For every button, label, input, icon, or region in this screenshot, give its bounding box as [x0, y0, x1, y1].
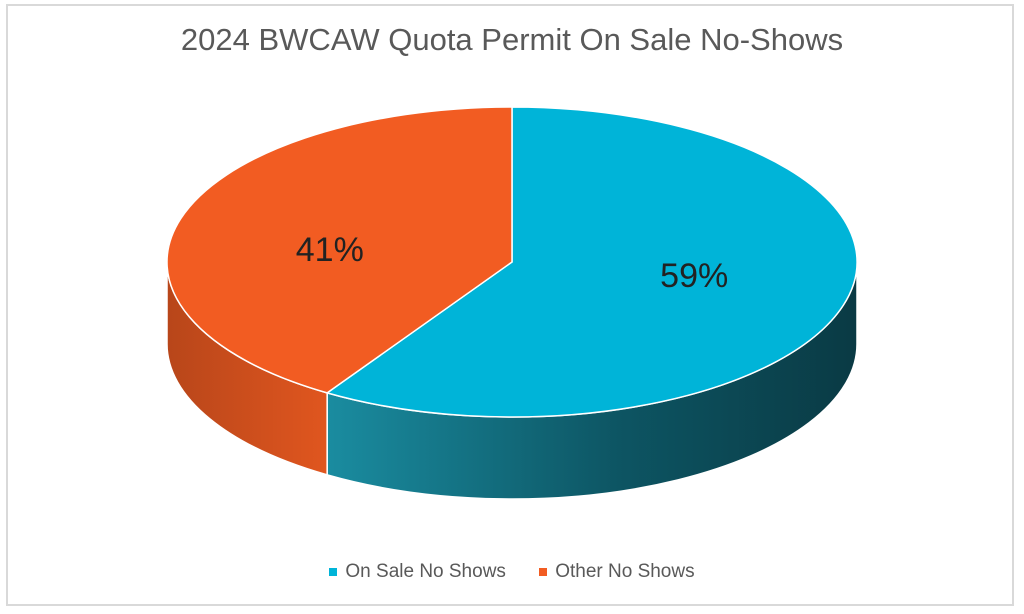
legend-swatch-other — [539, 568, 548, 576]
legend-label-other: Other No Shows — [555, 561, 695, 582]
legend-label-on-sale: On Sale No Shows — [345, 561, 506, 582]
pie-slice-other-no-shows — [166, 106, 513, 394]
data-label-on-sale-no-shows: 59% — [660, 257, 728, 295]
legend-item-other: Other No Shows — [539, 561, 695, 583]
chart-title: 2024 BWCAW Quota Permit On Sale No-Shows — [180, 22, 844, 57]
pie-slice-on-sale-no-shows — [325, 106, 858, 418]
chart-legend: On Sale No Shows Other No Shows — [0, 560, 1024, 583]
legend-swatch-on-sale — [329, 568, 338, 576]
data-label-other-no-shows: 41% — [296, 231, 364, 269]
legend-item-on-sale: On Sale No Shows — [329, 561, 506, 583]
